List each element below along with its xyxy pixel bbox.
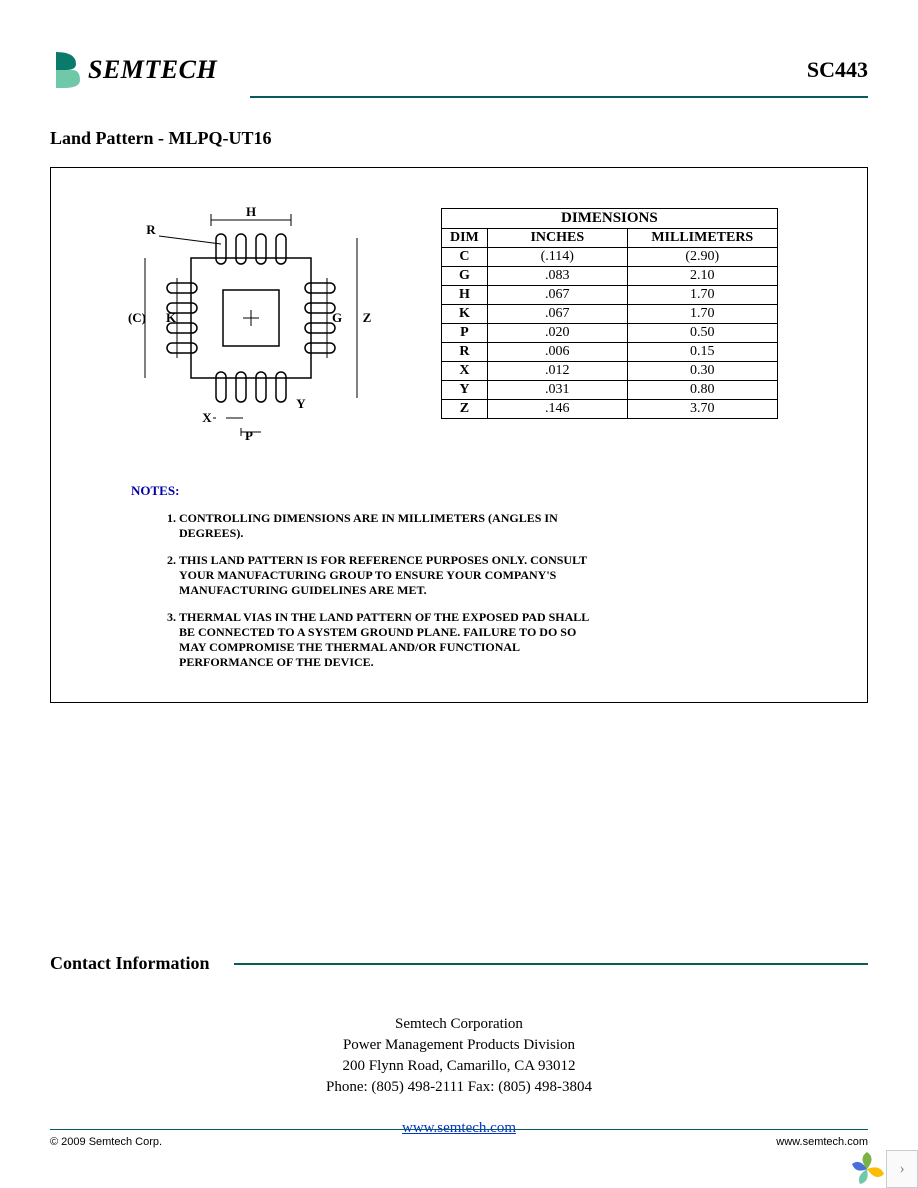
table-cell: .031 — [487, 381, 627, 400]
semtech-logo-icon — [50, 50, 84, 90]
table-row: P.0200.50 — [442, 324, 778, 343]
table-cell: 2.10 — [627, 267, 777, 286]
table-cell: 0.15 — [627, 343, 777, 362]
notes-block: NOTES: CONTROLLING DIMENSIONS ARE IN MIL… — [131, 483, 837, 670]
figure-box: HR(C)KGZYXP DIMENSIONS DIMINCHESMILLIMET… — [50, 167, 868, 703]
table-cell: .020 — [487, 324, 627, 343]
land-pattern-diagram: H R (C) K G Z Y X P — [81, 188, 401, 453]
svg-text:H: H — [246, 204, 256, 219]
note-item: THERMAL VIAS IN THE LAND PATTERN OF THE … — [179, 610, 599, 670]
note-item: CONTROLLING DIMENSIONS ARE IN MILLIMETER… — [179, 511, 599, 541]
brand-name: SEMTECH — [88, 55, 217, 85]
svg-text:P: P — [245, 428, 253, 443]
contact-body: Semtech CorporationPower Management Prod… — [50, 1014, 868, 1139]
table-row: Y.0310.80 — [442, 381, 778, 400]
table-cell: C — [442, 248, 488, 267]
svg-text:(C): (C) — [128, 310, 146, 325]
table-row: H.0671.70 — [442, 286, 778, 305]
contact-line: 200 Flynn Road, Camarillo, CA 93012 — [50, 1056, 868, 1077]
dimensions-table: DIMENSIONS DIMINCHESMILLIMETERS C(.114)(… — [441, 208, 778, 419]
table-cell: Y — [442, 381, 488, 400]
table-cell: R — [442, 343, 488, 362]
table-cell: 1.70 — [627, 305, 777, 324]
table-cell: X — [442, 362, 488, 381]
table-cell: .067 — [487, 286, 627, 305]
table-title: DIMENSIONS — [442, 209, 778, 229]
contact-section: Contact Information Semtech CorporationP… — [50, 953, 868, 1139]
table-row: K.0671.70 — [442, 305, 778, 324]
svg-text:X: X — [202, 410, 212, 425]
contact-line: Phone: (805) 498-2111 Fax: (805) 498-380… — [50, 1077, 868, 1098]
notes-label: NOTES: — [131, 483, 837, 499]
page-footer: © 2009 Semtech Corp. www.semtech.com — [50, 1129, 868, 1148]
corner-widget: › — [848, 1150, 918, 1188]
footer-rule — [50, 1129, 868, 1130]
table-cell: P — [442, 324, 488, 343]
svg-text:G: G — [332, 310, 342, 325]
table-cell: .146 — [487, 400, 627, 419]
table-cell: 0.80 — [627, 381, 777, 400]
part-number: SC443 — [807, 57, 868, 83]
table-row: C(.114)(2.90) — [442, 248, 778, 267]
table-column-header: INCHES — [487, 229, 627, 248]
table-cell: (.114) — [487, 248, 627, 267]
brand-logo: SEMTECH — [50, 50, 217, 90]
contact-line: Semtech Corporation — [50, 1014, 868, 1035]
flower-icon — [848, 1150, 886, 1188]
table-cell: .012 — [487, 362, 627, 381]
contact-title: Contact Information — [50, 953, 210, 974]
copyright: © 2009 Semtech Corp. — [50, 1136, 162, 1148]
table-row: X.0120.30 — [442, 362, 778, 381]
table-cell: 1.70 — [627, 286, 777, 305]
table-cell: H — [442, 286, 488, 305]
contact-rule — [234, 963, 869, 965]
footer-link: www.semtech.com — [776, 1136, 868, 1148]
table-row: R.0060.15 — [442, 343, 778, 362]
table-column-header: MILLIMETERS — [627, 229, 777, 248]
section-title: Land Pattern - MLPQ-UT16 — [50, 128, 868, 149]
table-cell: 3.70 — [627, 400, 777, 419]
svg-text:K: K — [166, 310, 177, 325]
header-rule — [250, 96, 868, 98]
svg-text:Z: Z — [363, 310, 372, 325]
table-row: G.0832.10 — [442, 267, 778, 286]
table-cell: .067 — [487, 305, 627, 324]
table-cell: .083 — [487, 267, 627, 286]
svg-text:Y: Y — [296, 396, 306, 411]
table-cell: (2.90) — [627, 248, 777, 267]
next-page-button[interactable]: › — [886, 1150, 918, 1188]
table-column-header: DIM — [442, 229, 488, 248]
table-row: Z.1463.70 — [442, 400, 778, 419]
table-cell: .006 — [487, 343, 627, 362]
table-cell: K — [442, 305, 488, 324]
table-cell: 0.30 — [627, 362, 777, 381]
page-header: SEMTECH SC443 — [50, 50, 868, 90]
table-cell: G — [442, 267, 488, 286]
table-cell: 0.50 — [627, 324, 777, 343]
contact-line: Power Management Products Division — [50, 1035, 868, 1056]
table-cell: Z — [442, 400, 488, 419]
note-item: THIS LAND PATTERN IS FOR REFERENCE PURPO… — [179, 553, 599, 598]
svg-text:R: R — [146, 222, 156, 237]
